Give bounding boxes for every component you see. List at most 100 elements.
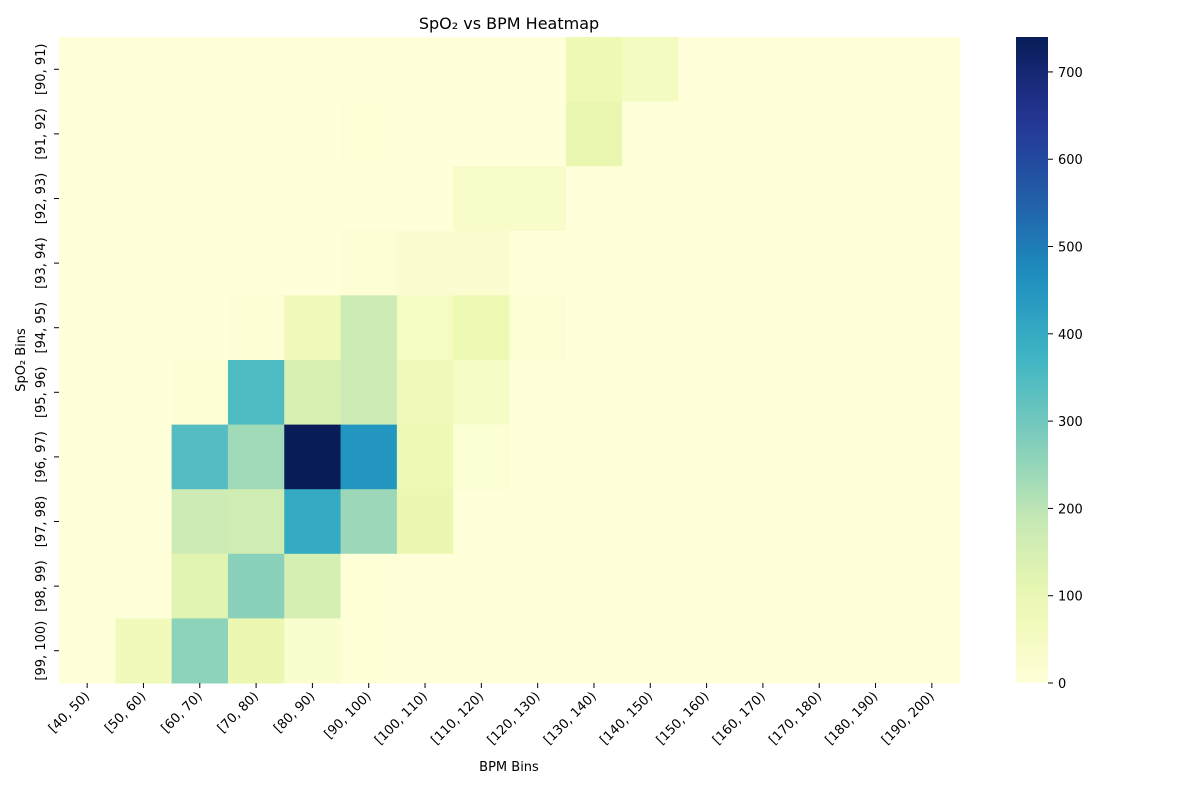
heatmap-cell	[396, 360, 454, 426]
y-axis-ticks: [90, 91) [91, 92) [92, 93) [93, 94) [94, 95)…	[34, 44, 59, 681]
heatmap-cell	[678, 618, 736, 684]
heatmap-cell	[340, 295, 398, 361]
heatmap-cell	[791, 230, 848, 296]
heatmap-cell	[734, 230, 792, 296]
heatmap-cell	[59, 37, 116, 103]
heatmap-cell	[284, 230, 342, 296]
x-tick-label: [120, 130)	[485, 689, 544, 748]
heatmap-cell	[622, 424, 679, 490]
heatmap-cell	[622, 101, 679, 167]
heatmap-cell	[509, 360, 567, 426]
heatmap-cell	[847, 166, 905, 232]
heatmap-cell	[284, 424, 342, 490]
heatmap-cell	[396, 489, 454, 555]
x-tick-label: [50, 60)	[102, 689, 149, 736]
heatmap-cell	[340, 101, 398, 167]
heatmap-cell	[847, 37, 905, 103]
heatmap-cell	[903, 553, 961, 619]
heatmap-cell	[903, 37, 961, 103]
heatmap-cell	[453, 166, 510, 232]
heatmap-cell	[734, 553, 792, 619]
heatmap-cell	[791, 489, 848, 555]
heatmap-cell	[509, 295, 567, 361]
heatmap-cell	[678, 424, 736, 490]
heatmap-cell	[115, 618, 173, 684]
heatmap-cell	[453, 618, 510, 684]
y-tick-label: [94, 95)	[34, 302, 49, 354]
heatmap-cell	[847, 618, 905, 684]
heatmap-cell	[565, 424, 623, 490]
heatmap-cell	[734, 618, 792, 684]
heatmap-cell	[227, 489, 285, 555]
y-tick-label: [90, 91)	[34, 44, 49, 96]
heatmap-cell	[227, 618, 285, 684]
heatmap-cell	[115, 37, 173, 103]
heatmap-cell	[59, 166, 116, 232]
heatmap-cell	[115, 230, 173, 296]
heatmap-cell	[284, 489, 342, 555]
heatmap-cell	[678, 166, 736, 232]
heatmap-cell	[678, 360, 736, 426]
heatmap-cell	[115, 489, 173, 555]
heatmap-cell	[509, 553, 567, 619]
heatmap-cell	[509, 424, 567, 490]
heatmap-cell	[59, 101, 116, 167]
heatmap-cell	[227, 295, 285, 361]
heatmap-cell	[171, 295, 229, 361]
heatmap-cell	[396, 101, 454, 167]
heatmap-cell	[227, 101, 285, 167]
heatmap-cell	[115, 295, 173, 361]
heatmap-cell	[59, 424, 116, 490]
y-tick-label: [92, 93)	[34, 173, 49, 225]
heatmap-cell	[171, 166, 229, 232]
x-tick-label: [60, 70)	[159, 689, 206, 736]
colorbar-tick-label: 300	[1058, 415, 1083, 430]
heatmap-cell	[622, 37, 679, 103]
heatmap-cell	[115, 424, 173, 490]
heatmap-cell	[791, 424, 848, 490]
heatmap-cell	[734, 424, 792, 490]
heatmap-cell	[847, 489, 905, 555]
heatmap-cell	[678, 230, 736, 296]
heatmap-cell	[678, 101, 736, 167]
colorbar-tick-label: 200	[1058, 502, 1083, 517]
y-axis-label: SpO₂ Bins	[14, 328, 29, 392]
heatmap-cell	[847, 101, 905, 167]
x-tick-label: [110, 120)	[428, 689, 487, 748]
heatmap-cell	[396, 618, 454, 684]
heatmap-cell	[565, 37, 623, 103]
x-tick-label: [70, 80)	[215, 689, 262, 736]
colorbar-tick-label: 500	[1058, 241, 1083, 256]
colorbar-tick-label: 700	[1058, 66, 1083, 81]
heatmap-cell	[396, 166, 454, 232]
heatmap-cell	[791, 37, 848, 103]
heatmap-cell	[678, 295, 736, 361]
x-tick-label: [130, 140)	[541, 689, 600, 748]
y-tick-label: [99, 100)	[34, 621, 49, 681]
x-tick-label: [150, 160)	[654, 689, 713, 748]
heatmap-cell	[59, 230, 116, 296]
heatmap-cell	[565, 618, 623, 684]
colorbar-ticks: 0 100 200 300 400 500 600 700	[1048, 66, 1083, 692]
heatmap-cell	[678, 553, 736, 619]
heatmap-cell	[565, 360, 623, 426]
heatmap-cell	[227, 37, 285, 103]
heatmap-cell	[847, 424, 905, 490]
heatmap-cell	[734, 37, 792, 103]
colorbar-tick-label: 400	[1058, 328, 1083, 343]
x-tick-label: [80, 90)	[271, 689, 318, 736]
heatmap-cell	[227, 230, 285, 296]
heatmap-cell	[115, 553, 173, 619]
heatmap-cell	[171, 618, 229, 684]
heatmap-cell	[340, 489, 398, 555]
y-tick-label: [95, 96)	[34, 367, 49, 419]
heatmap-cell	[340, 166, 398, 232]
y-tick-label: [97, 98)	[34, 496, 49, 548]
heatmap-cell	[396, 424, 454, 490]
heatmap-cell	[171, 230, 229, 296]
heatmap-cell	[565, 295, 623, 361]
heatmap-cell	[509, 166, 567, 232]
colorbar-tick-label: 600	[1058, 153, 1083, 168]
heatmap-cell	[622, 360, 679, 426]
